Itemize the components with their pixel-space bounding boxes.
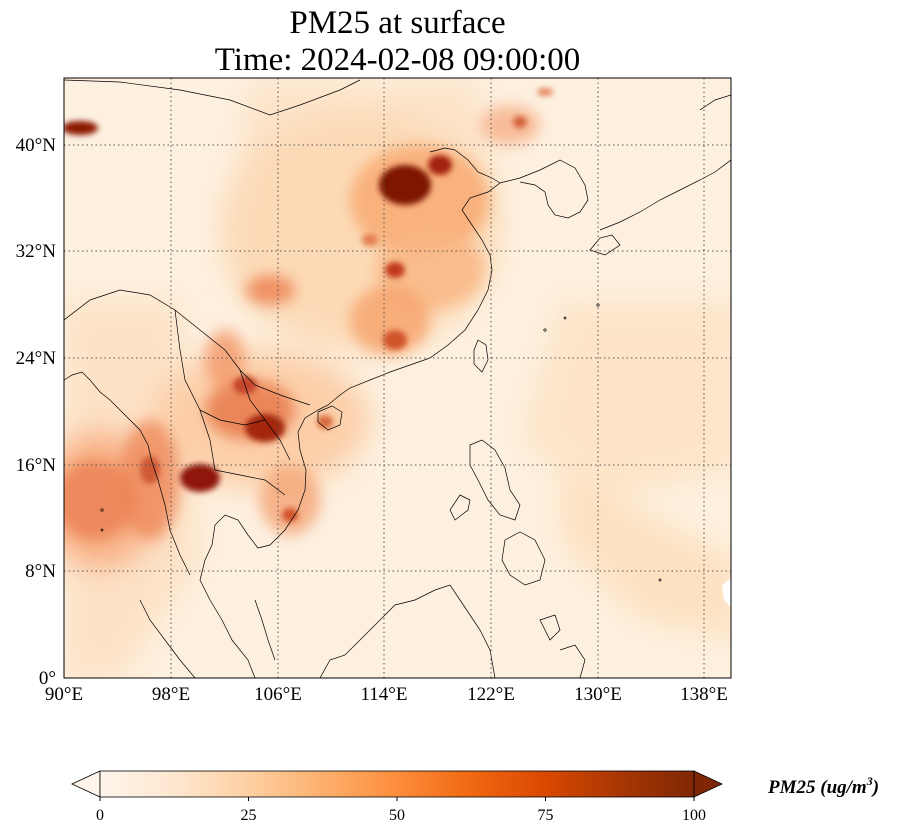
colorbar-tick-label: 0 — [96, 807, 104, 824]
colorbar-gradient — [99, 770, 695, 798]
colorbar-label-close: ) — [871, 777, 879, 798]
colorbar-label-superscript: 3 — [866, 774, 873, 788]
lat-tick-label: 40°N — [16, 135, 57, 156]
colorbar-label-main: PM25 (ug/m — [767, 777, 867, 798]
pm25-field — [64, 78, 731, 678]
colorbar-tick-label: 50 — [389, 807, 405, 824]
lon-tick-label: 130°E — [574, 684, 622, 705]
lon-tick-label: 138°E — [680, 684, 728, 705]
map-frame — [63, 77, 732, 679]
colorbar-extend-high — [693, 770, 723, 798]
map-subtitle-time: Time: 2024-02-08 09:00:00 — [214, 42, 581, 78]
lat-tick-label: 0° — [39, 668, 56, 689]
lon-tick-label: 122°E — [467, 684, 515, 705]
gridlines — [64, 78, 731, 678]
lat-tick-label: 32°N — [16, 241, 57, 262]
colorbar-tick-label: 25 — [241, 807, 257, 824]
latitude-tick-labels: 0° 8°N 16°N 24°N 32°N 40°N — [16, 135, 57, 689]
lon-tick-label: 98°E — [152, 684, 190, 705]
lon-tick-label: 114°E — [361, 684, 408, 705]
colorbar: 0 25 50 75 100 PM25 (ug/m3) — [71, 770, 879, 824]
coastlines — [64, 79, 731, 678]
lat-tick-label: 16°N — [16, 455, 57, 476]
map-title: PM25 at surface — [289, 5, 506, 41]
lat-tick-label: 8°N — [25, 561, 56, 582]
longitude-tick-labels: 90°E 98°E 106°E 114°E 122°E 130°E 138°E — [45, 684, 728, 705]
lon-tick-label: 90°E — [45, 684, 83, 705]
lon-tick-label: 106°E — [254, 684, 302, 705]
colorbar-extend-low — [71, 770, 101, 798]
colorbar-tick-label: 75 — [538, 807, 554, 824]
colorbar-tick-label: 100 — [682, 807, 706, 824]
lat-tick-label: 24°N — [16, 348, 57, 369]
colorbar-label: PM25 (ug/m3) — [767, 774, 879, 798]
